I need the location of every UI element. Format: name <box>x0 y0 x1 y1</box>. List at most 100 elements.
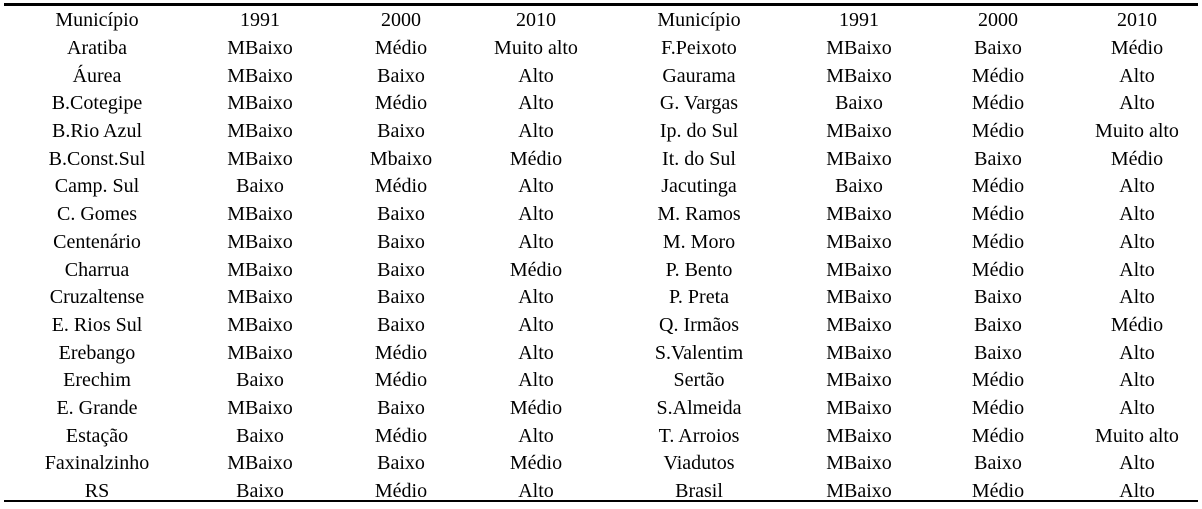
table-row: RS Baixo Médio Alto Brasil MBaixo Médio Alto <box>4 478 1198 506</box>
level-cell: MBaixo <box>227 120 293 143</box>
level-cell: Alto <box>1119 396 1155 419</box>
level-cell: Alto <box>518 92 554 115</box>
table-row: E. Grande MBaixo Baixo Médio S.Almeida MBaixo… <box>4 395 1198 423</box>
level-cell: Baixo <box>974 147 1022 170</box>
level-cell: Médio <box>971 203 1025 226</box>
level-cell: MBaixo <box>826 203 892 226</box>
level-cell: Médio <box>971 369 1025 392</box>
level-cell: Médio <box>971 396 1025 419</box>
level-cell: Médio <box>374 37 428 60</box>
level-cell: Baixo <box>974 313 1022 336</box>
level-cell: Médio <box>971 230 1025 253</box>
municipality-cell: M. Ramos <box>657 203 741 226</box>
level-cell: Muito alto <box>494 37 578 60</box>
level-cell: MBaixo <box>826 452 892 475</box>
level-cell: Muito alto <box>1095 120 1179 143</box>
level-cell: MBaixo <box>227 64 293 87</box>
level-cell: Médio <box>971 258 1025 281</box>
level-cell: Alto <box>1119 175 1155 198</box>
table-row: B.Const.Sul MBaixo Mbaixo Médio It. do Sul MB… <box>4 145 1198 173</box>
column-header: Município <box>55 9 139 32</box>
municipality-cell: G. Vargas <box>659 92 739 115</box>
level-cell: Baixo <box>377 64 425 87</box>
top-rule <box>4 3 1198 6</box>
municipality-cell: S.Almeida <box>656 396 742 419</box>
level-cell: MBaixo <box>227 203 293 226</box>
level-cell: Muito alto <box>1095 424 1179 447</box>
municipality-cell: P. Bento <box>665 258 733 281</box>
level-cell: Baixo <box>377 286 425 309</box>
level-cell: MBaixo <box>826 369 892 392</box>
municipality-cell: B.Cotegipe <box>51 92 143 115</box>
level-cell: Alto <box>518 369 554 392</box>
level-cell: MBaixo <box>826 396 892 419</box>
municipality-cell: Brasil <box>675 480 723 503</box>
level-cell: Médio <box>374 175 428 198</box>
level-cell: Médio <box>374 341 428 364</box>
municipality-cell: B.Rio Azul <box>51 120 142 143</box>
column-header: 2000 <box>978 9 1018 32</box>
level-cell: Alto <box>1119 480 1155 503</box>
municipality-cell: Viadutos <box>663 452 735 475</box>
header-row: Município 1991 2000 2010 Município 1991 2000 20… <box>4 7 1198 35</box>
level-cell: Alto <box>518 203 554 226</box>
municipality-cell: M. Moro <box>662 230 736 253</box>
municipality-cell: Gaurama <box>662 64 736 87</box>
municipality-cell: P. Preta <box>669 286 729 309</box>
level-cell: MBaixo <box>826 258 892 281</box>
table-row: Erechim Baixo Médio Alto Sertão MBaixo Médio Al… <box>4 367 1198 395</box>
level-cell: MBaixo <box>227 230 293 253</box>
table-row: Áurea MBaixo Baixo Alto Gaurama MBaixo Médio Al… <box>4 62 1198 90</box>
level-cell: Baixo <box>377 230 425 253</box>
level-cell: MBaixo <box>826 341 892 364</box>
level-cell: MBaixo <box>227 258 293 281</box>
level-cell: Médio <box>509 258 563 281</box>
level-cell: Alto <box>518 480 554 503</box>
level-cell: Alto <box>1119 258 1155 281</box>
table-row: B.Rio Azul MBaixo Baixo Alto Ip. do Sul MBaix… <box>4 118 1198 146</box>
level-cell: Médio <box>971 64 1025 87</box>
municipality-cell: Jacutinga <box>661 175 737 198</box>
table-row: Charrua MBaixo Baixo Médio P. Bento MBaixo Méd… <box>4 256 1198 284</box>
level-cell: Alto <box>1119 369 1155 392</box>
municipality-cell: F.Peixoto <box>661 37 737 60</box>
level-cell: MBaixo <box>826 230 892 253</box>
table-row: B.Cotegipe MBaixo Médio Alto G. Vargas Baixo M… <box>4 90 1198 118</box>
level-cell: MBaixo <box>227 396 293 419</box>
municipality-cell: Sertão <box>673 369 725 392</box>
level-cell: MBaixo <box>826 147 892 170</box>
level-cell: MBaixo <box>227 341 293 364</box>
level-cell: MBaixo <box>826 37 892 60</box>
level-cell: Médio <box>1110 313 1164 336</box>
municipality-cell: C. Gomes <box>57 203 137 226</box>
level-cell: Alto <box>1119 452 1155 475</box>
level-cell: MBaixo <box>227 92 293 115</box>
level-cell: MBaixo <box>826 120 892 143</box>
level-cell: Baixo <box>236 424 284 447</box>
level-cell: MBaixo <box>227 286 293 309</box>
level-cell: Alto <box>1119 203 1155 226</box>
municipality-cell: B.Const.Sul <box>48 147 146 170</box>
level-cell: Alto <box>1119 64 1155 87</box>
level-cell: Alto <box>518 341 554 364</box>
table-row: Camp. Sul Baixo Médio Alto Jacutinga Baixo Méd… <box>4 173 1198 201</box>
level-cell: Baixo <box>377 203 425 226</box>
level-cell: MBaixo <box>826 313 892 336</box>
column-header: 1991 <box>839 9 879 32</box>
column-header: Município <box>657 9 741 32</box>
level-cell: Médio <box>1110 37 1164 60</box>
municipality-cell: Estação <box>65 424 129 447</box>
table-row: Estação Baixo Médio Alto T. Arroios MBaixo Méd… <box>4 422 1198 450</box>
table-row: E. Rios Sul MBaixo Baixo Alto Q. Irmãos MBaix… <box>4 312 1198 340</box>
level-cell: MBaixo <box>826 64 892 87</box>
column-header: 1991 <box>240 9 280 32</box>
table-row: C. Gomes MBaixo Baixo Alto M. Ramos MBaixo Méd… <box>4 201 1198 229</box>
municipality-cell: Q. Irmãos <box>659 313 739 336</box>
level-cell: Médio <box>509 396 563 419</box>
level-cell: Alto <box>518 120 554 143</box>
municipality-cell: Cruzaltense <box>49 286 145 309</box>
column-header: 2010 <box>1117 9 1157 32</box>
level-cell: Baixo <box>377 313 425 336</box>
table-row: Centenário MBaixo Baixo Alto M. Moro MBaixo Mé… <box>4 229 1198 257</box>
municipality-cell: Charrua <box>64 258 130 281</box>
